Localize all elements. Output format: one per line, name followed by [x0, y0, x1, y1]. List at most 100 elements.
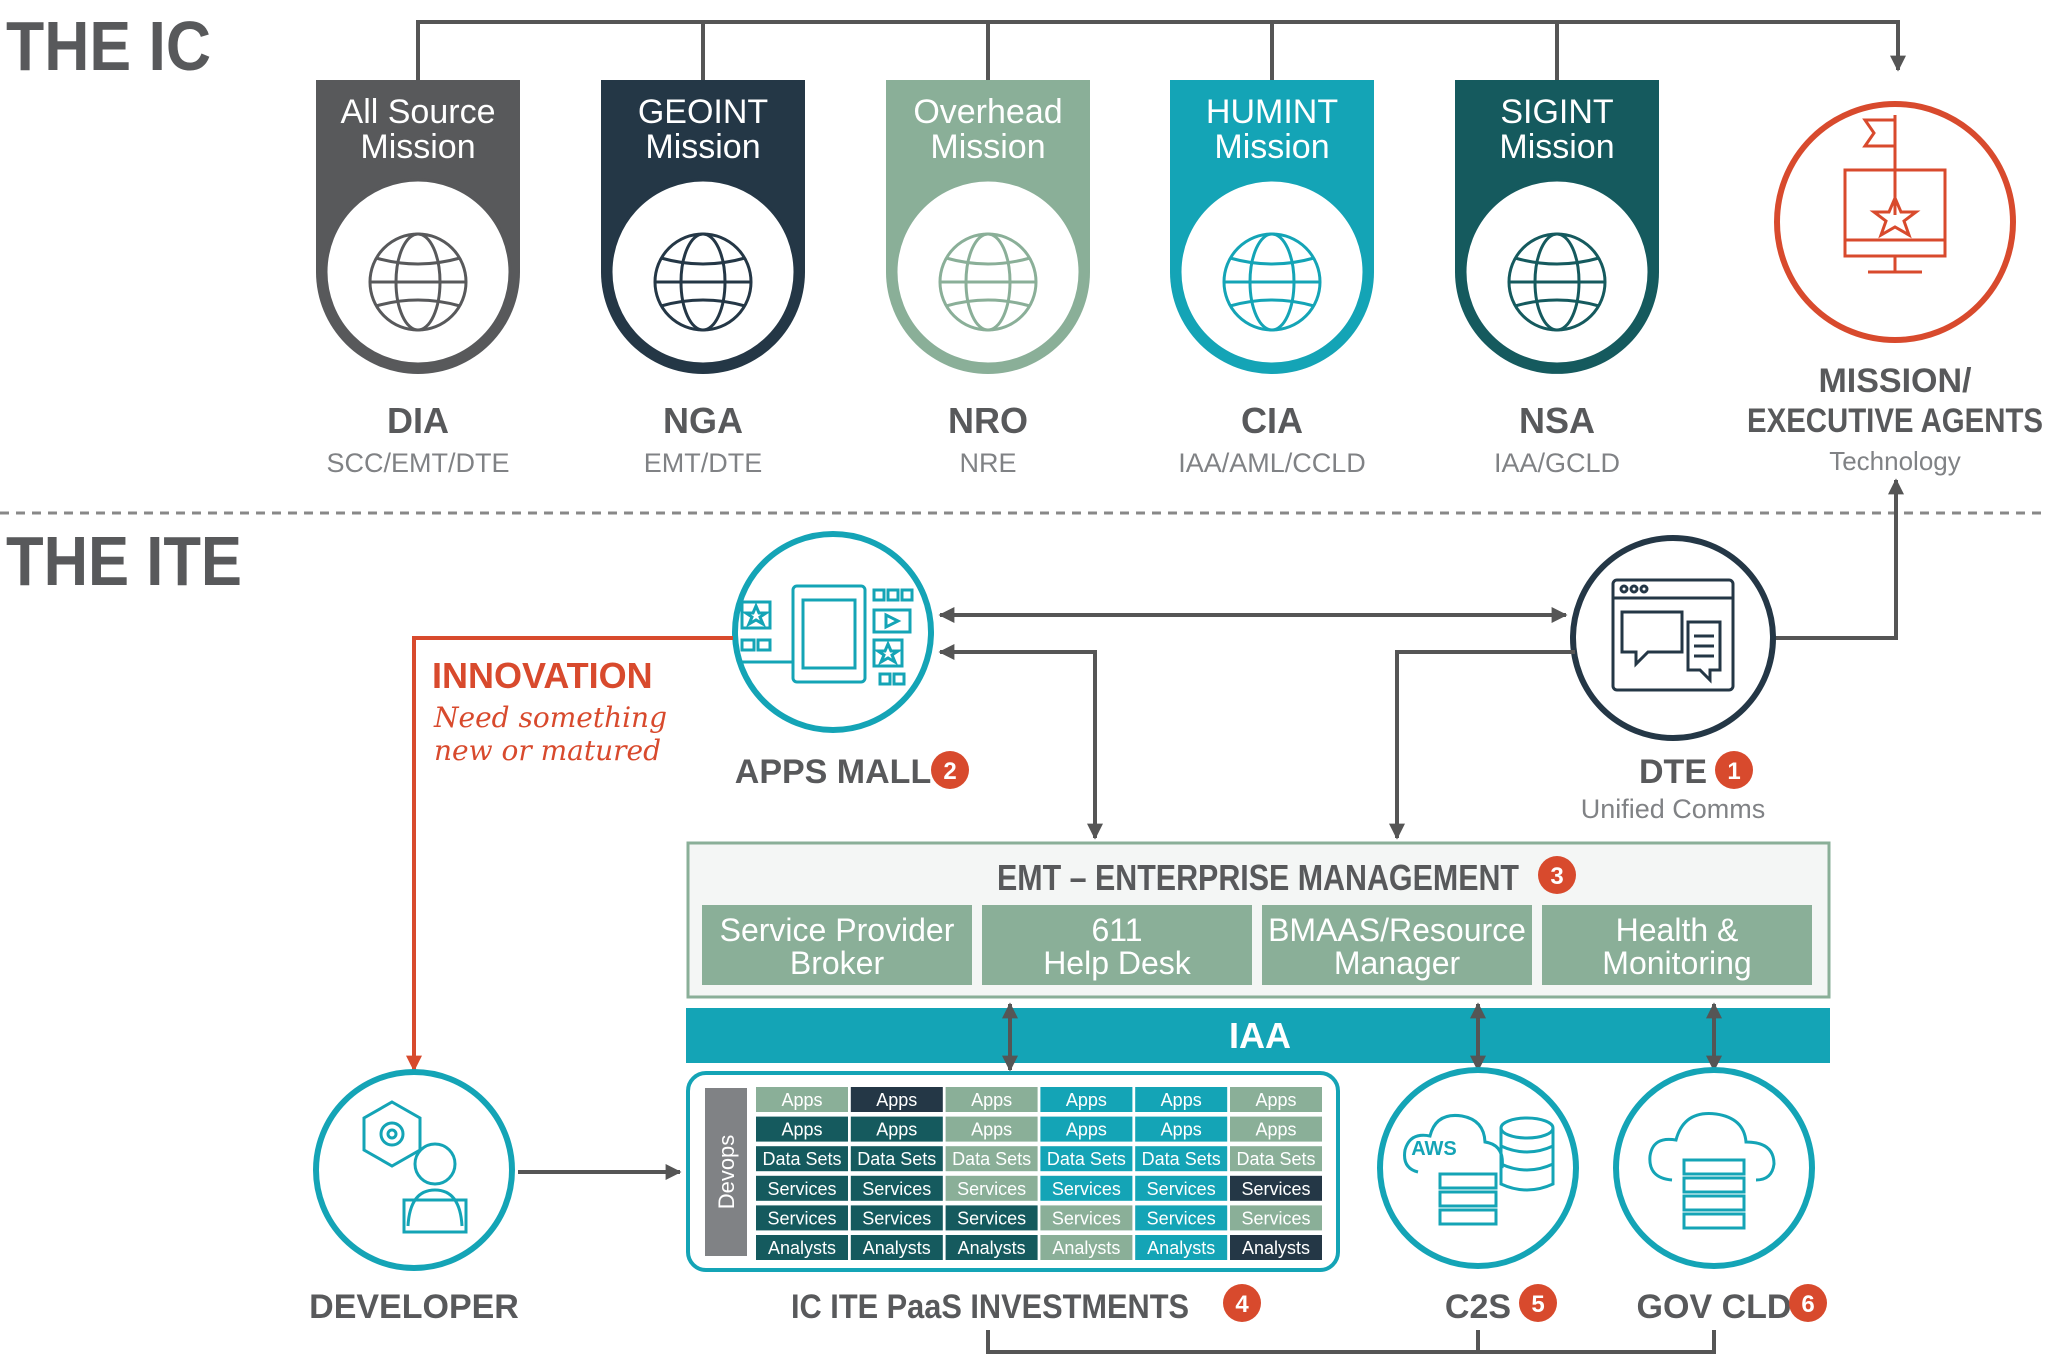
paas-cell: Services [1040, 1175, 1133, 1201]
paas-cell-bg [1135, 1235, 1228, 1260]
agency-seal-icon [1507, 232, 1607, 332]
paas-cell-label: Analysts [863, 1238, 931, 1258]
mission-seal-bg [1465, 180, 1649, 364]
paas-cell: Apps [945, 1116, 1038, 1142]
paas-cell: Services [756, 1205, 848, 1231]
mission-title-line1: HUMINT [1206, 93, 1338, 131]
paas-cell: Services [1040, 1205, 1133, 1231]
emt-box-line2: Broker [790, 945, 885, 981]
emt-box-line1: Service Provider [720, 912, 955, 948]
dte: DTE 1 Unified Comms [1570, 535, 1776, 824]
paas-cell-bg [756, 1146, 848, 1172]
emt-box-line1: Health & [1616, 912, 1739, 948]
mission-seal-ring [609, 178, 797, 366]
gov-cld-badge-text: 6 [1801, 1291, 1814, 1318]
mission-title-line1: Overhead [913, 93, 1062, 131]
agency-sub: SCC/EMT/DTE [326, 448, 509, 478]
paas-cell-bg [1040, 1175, 1133, 1201]
paas-cell-label: Services [1052, 1179, 1121, 1199]
paas-cell-label: Services [767, 1208, 836, 1228]
mission-title-line2: Mission [645, 128, 760, 166]
emt-box-bg [982, 905, 1252, 985]
mission-seal-ring [324, 178, 512, 366]
paas-cell-bg [756, 1175, 848, 1201]
paas-cell-bg [945, 1205, 1038, 1231]
paas-cell-bg [850, 1175, 943, 1201]
bottom-bracket [986, 1330, 1716, 1354]
paas-cell-bg [1135, 1146, 1228, 1172]
paas-cell-label: Apps [971, 1090, 1012, 1110]
paas-cell-bg [1230, 1175, 1322, 1201]
chat-window-icon [1611, 578, 1735, 692]
mission-seal-ring [1178, 178, 1366, 366]
paas-cell-label: Apps [1066, 1090, 1107, 1110]
paas-cell: Data Sets [850, 1146, 943, 1172]
dte-badge [1715, 751, 1753, 789]
paas-cell-bg [945, 1235, 1038, 1260]
mission-title-line2: Mission [1214, 128, 1329, 166]
emt-box-line2: Monitoring [1602, 945, 1751, 981]
paas-cell: Apps [850, 1087, 943, 1112]
emt-badge-text: 3 [1550, 863, 1563, 890]
emt-box-line2: Manager [1334, 945, 1461, 981]
paas-cell-bg [1040, 1116, 1133, 1142]
paas-cell-label: Analysts [1052, 1238, 1120, 1258]
paas-cell-label: Services [1147, 1179, 1216, 1199]
paas-cell-label: Data Sets [952, 1149, 1031, 1169]
paas-cell-label: Services [957, 1179, 1026, 1199]
agency-sub: IAA/GCLD [1494, 448, 1620, 478]
paas-cell: Services [945, 1175, 1038, 1201]
emt-title: EMT – ENTERPRISE MANAGEMENT [997, 857, 1519, 898]
paas-cell-bg [945, 1146, 1038, 1172]
aws-label: AWS [1411, 1138, 1457, 1160]
paas-cell-label: Services [862, 1208, 931, 1228]
c2s-badge [1519, 1284, 1557, 1322]
paas-cell: Data Sets [945, 1146, 1038, 1172]
paas-cell-bg [1040, 1205, 1133, 1231]
gov-cld-label: GOV CLD [1637, 1288, 1792, 1326]
apps-mall: APPS MALL 2 [732, 531, 969, 791]
agency-name: NRO [948, 400, 1028, 441]
paas-cell: Services [945, 1205, 1038, 1231]
paas-cell: Apps [756, 1116, 848, 1142]
paas-cell-bg [1135, 1175, 1228, 1201]
emt-box-line1: 611 [1091, 912, 1142, 948]
paas-cell: Analysts [1040, 1235, 1133, 1260]
mission-title-line2: Mission [360, 128, 475, 166]
emt-box-line1: BMAAS/Resource [1268, 912, 1526, 948]
apps-mall-circle [732, 531, 934, 733]
developer-label: DEVELOPER [309, 1288, 519, 1326]
section-title-ite: THE ITE [6, 522, 242, 600]
c2s: AWS C2S 5 [1377, 1067, 1579, 1326]
mission-title-line1: SIGINT [1500, 93, 1613, 131]
mission-seal-bg [896, 180, 1080, 364]
paas-cell-bg [850, 1146, 943, 1172]
paas-cell-label: Apps [971, 1120, 1012, 1140]
agency-sub: EMT/DTE [644, 448, 763, 478]
agency-name: DIA [387, 400, 449, 441]
paas-cell-label: Analysts [1242, 1238, 1310, 1258]
gov-cld-circle [1613, 1067, 1815, 1269]
paas-cell-label: Services [862, 1179, 931, 1199]
emt-badge [1538, 856, 1576, 894]
paas-cell: Services [850, 1205, 943, 1231]
paas-cell: Services [1230, 1205, 1322, 1231]
mission-seal-bg [611, 180, 795, 364]
emt-box-4: Health &Monitoring [1542, 905, 1812, 985]
paas-cell: Apps [1040, 1116, 1133, 1142]
paas-cell-label: Apps [1066, 1120, 1107, 1140]
paas-cell-label: Apps [1161, 1120, 1202, 1140]
paas-cell-bg [945, 1116, 1038, 1142]
paas-cell-bg [850, 1205, 943, 1231]
paas-cell-label: Apps [1255, 1120, 1296, 1140]
paas-cell-label: Services [1241, 1208, 1310, 1228]
innovation-title: INNOVATION [432, 655, 653, 696]
agency-sub: NRE [959, 448, 1016, 478]
gov-cloud-server-icon [1648, 1112, 1776, 1230]
